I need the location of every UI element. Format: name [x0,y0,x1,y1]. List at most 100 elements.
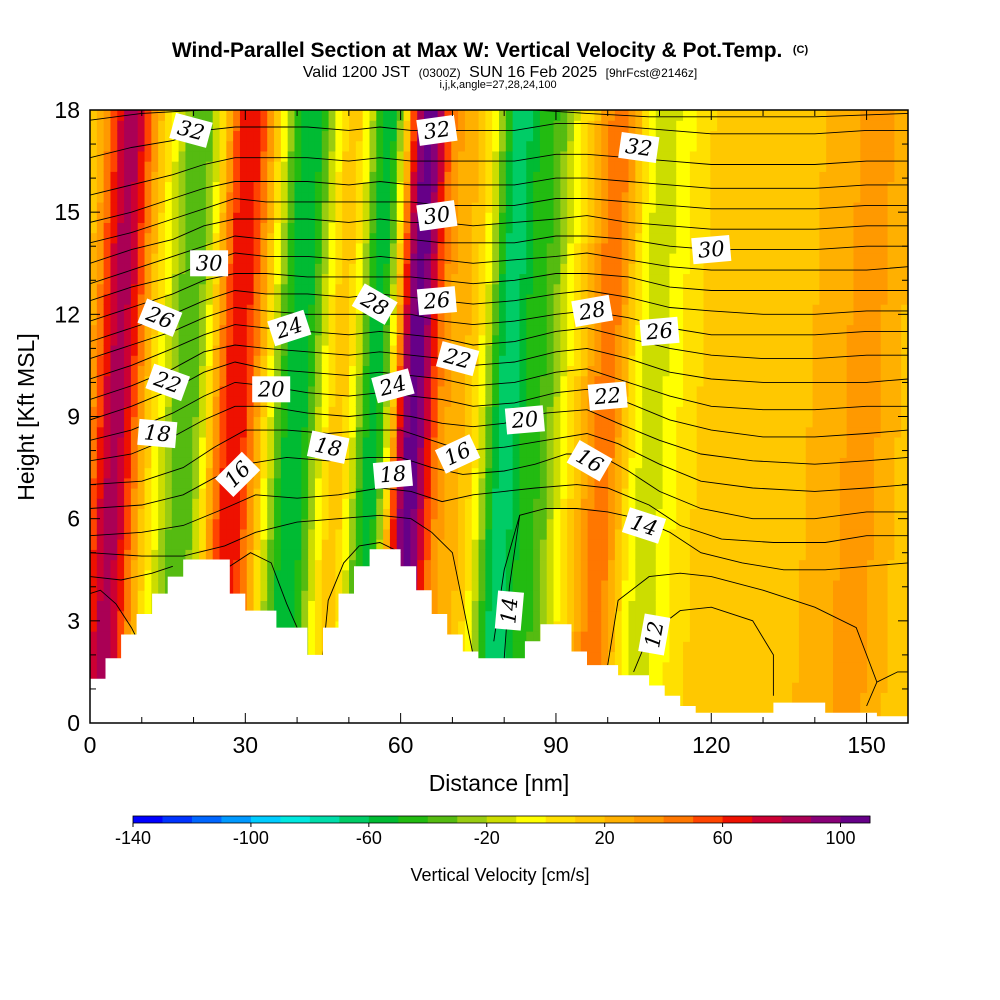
velocity-cell [376,283,384,295]
velocity-cell [124,539,132,550]
velocity-cell [226,253,234,264]
velocity-cell [533,253,541,264]
velocity-cell [267,457,275,469]
velocity-cell [239,242,248,254]
velocity-cell [335,549,343,561]
velocity-cell [546,416,555,428]
velocity-cell [533,549,541,561]
velocity-cell [308,334,316,346]
velocity-cell [533,620,541,632]
velocity-cell [567,610,575,622]
velocity-cell [396,314,405,326]
velocity-cell [212,130,221,142]
velocity-cell [499,222,507,234]
velocity-cell [519,191,527,203]
velocity-cell [110,263,118,275]
velocity-cell [430,242,439,254]
velocity-cell [539,477,548,489]
velocity-cell [458,467,466,479]
velocity-cell [519,150,527,162]
velocity-cell [226,293,234,305]
velocity-cell [151,447,159,458]
velocity-cell [567,447,575,458]
velocity-cell [246,161,255,172]
velocity-cell [158,569,166,581]
velocity-cell [580,212,589,223]
velocity-cell [614,620,623,632]
velocity-cell [314,406,323,418]
velocity-cell [110,140,118,152]
velocity-cell [594,600,602,612]
velocity-cell [103,253,112,264]
velocity-cell [117,334,125,346]
velocity-cell [635,447,643,458]
velocity-cell [233,508,241,520]
velocity-cell [471,171,480,183]
velocity-cell [199,447,207,458]
velocity-cell [539,201,548,213]
velocity-cell [451,242,459,254]
velocity-cell [171,293,180,305]
velocity-cell [546,110,555,121]
velocity-cell [349,457,357,469]
velocity-cell [642,651,650,663]
velocity-cell [342,110,350,121]
velocity-cell [376,150,384,162]
velocity-cell [233,579,241,591]
velocity-cell [560,232,568,244]
velocity-cell [110,334,118,346]
velocity-cell [464,641,473,653]
velocity-cell [492,324,500,336]
velocity-cell [417,232,425,244]
velocity-cell [178,263,187,275]
velocity-cell [587,477,596,489]
velocity-cell [464,385,473,397]
velocity-cell [355,201,364,213]
velocity-cell [342,518,350,530]
velocity-cell [321,498,330,510]
velocity-cell [314,355,323,367]
velocity-cell [274,304,282,315]
velocity-cell [335,201,343,213]
velocity-cell [471,569,480,581]
velocity-cell [212,171,221,183]
velocity-cell [539,579,548,591]
velocity-cell [519,201,527,213]
velocity-cell [383,324,391,336]
velocity-cell [621,355,630,367]
velocity-cell [512,181,521,193]
velocity-cell [389,201,398,213]
velocity-cell [424,396,432,407]
velocity-cell [178,559,187,571]
velocity-cell [546,426,555,438]
velocity-cell [130,150,139,162]
velocity-cell [199,150,207,162]
velocity-cell [260,150,268,162]
velocity-cell [635,201,643,213]
velocity-cell [294,436,302,448]
velocity-cell [444,467,452,479]
velocity-cell [546,579,555,591]
velocity-cell [226,314,234,326]
velocity-cell [294,447,302,458]
velocity-cell [96,273,105,285]
velocity-cell [239,222,248,234]
velocity-cell [164,457,173,469]
velocity-cell [274,293,282,305]
velocity-cell [185,539,193,550]
velocity-cell [226,140,234,152]
velocity-cell [573,528,582,540]
velocity-cell [628,110,636,121]
velocity-cell [478,355,486,367]
velocity-cell [628,498,636,510]
velocity-cell [103,171,112,183]
velocity-cell [383,396,391,407]
velocity-cell [246,293,255,305]
velocity-cell [321,539,330,550]
velocity-cell [376,344,384,356]
velocity-cell [376,140,384,152]
velocity-cell [137,488,146,499]
velocity-cell [533,181,541,193]
velocity-cell [335,579,343,591]
velocity-cell [505,171,514,183]
